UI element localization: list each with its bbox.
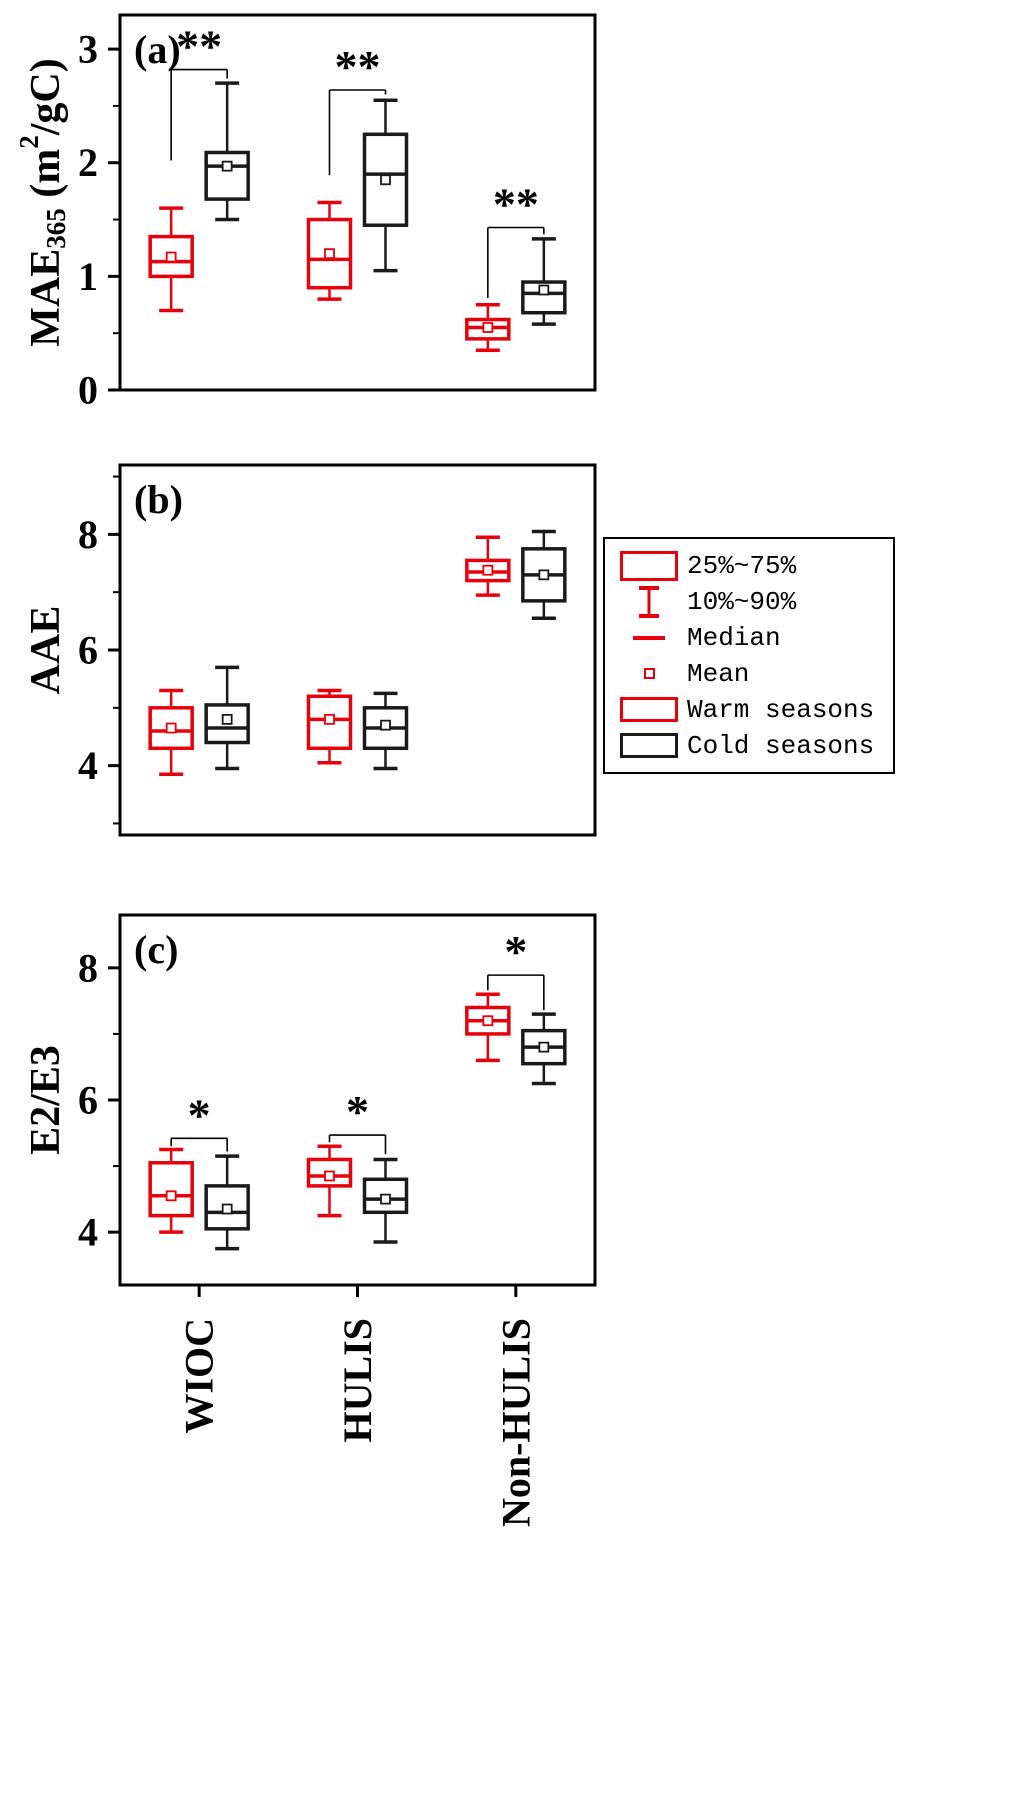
mean-marker [221, 713, 233, 725]
median-line-icon [611, 632, 687, 644]
mean-marker [165, 1190, 177, 1202]
legend-item-cold: Cold seasons [611, 729, 887, 762]
iqr-box [204, 703, 250, 745]
legend-item-median: Median [611, 621, 887, 654]
y-tick-label: 3 [78, 27, 98, 72]
x-category-label: Non-HULIS [493, 1318, 538, 1527]
mean-marker [221, 160, 233, 172]
y-tick-label: 6 [78, 1078, 98, 1123]
median-line-glyph [633, 635, 665, 640]
y-tick-label: 8 [78, 512, 98, 557]
iqr-box [306, 1157, 353, 1188]
y-tick-label: 8 [78, 945, 98, 990]
mean-marker [482, 564, 494, 576]
legend-item-label: Mean [687, 658, 750, 689]
mean-square-swatch [643, 668, 655, 679]
mean-marker [538, 569, 550, 581]
mean-marker [324, 713, 335, 725]
warm-box-icon [611, 697, 687, 722]
iqr-box [148, 1161, 194, 1218]
iqr-box [148, 706, 194, 751]
significance-label: * [188, 1089, 211, 1140]
mean-marker [380, 719, 391, 731]
cold-box-icon [611, 733, 687, 758]
mean-marker [324, 1170, 335, 1182]
mean-marker [380, 1193, 391, 1205]
y-tick-label: 4 [78, 743, 98, 788]
y-tick-label: 2 [78, 140, 98, 185]
legend-item-label: Warm seasons [687, 694, 875, 725]
legend-item-mean: Mean [611, 657, 887, 690]
mean-marker [538, 1041, 550, 1053]
y-tick-label: 6 [78, 628, 98, 673]
mean-marker [380, 174, 391, 186]
y-tick-label: 4 [78, 1210, 98, 1255]
mean-marker [221, 1203, 233, 1215]
legend-item-warm: Warm seasons [611, 693, 887, 726]
legend-item-label: Cold seasons [687, 730, 875, 761]
panel-label: (c) [134, 927, 178, 972]
x-category-label: HULIS [335, 1318, 380, 1443]
panel-frame-(a) [118, 13, 597, 392]
significance-label: ** [493, 179, 539, 230]
mean-marker [482, 1015, 494, 1027]
panel-frame-(b) [118, 463, 597, 837]
y-axis-label: AAE [23, 606, 69, 695]
significance-label: * [504, 926, 527, 977]
y-axis-label: E2/E3 [23, 1045, 69, 1155]
cold-box-swatch [620, 733, 678, 758]
significance-label: ** [335, 41, 381, 92]
mean-marker [165, 722, 177, 734]
mean-marker [324, 248, 335, 260]
legend-item-iqr: 25%~75% [611, 549, 887, 582]
legend-item-whisker: 10%~90% [611, 585, 887, 618]
panel-label: (b) [134, 477, 183, 522]
mean-marker [482, 322, 494, 333]
y-axis-label: MAE365 (m2/gC) [14, 58, 71, 346]
significance-label: ** [176, 21, 222, 72]
y-tick-label: 1 [78, 254, 98, 299]
legend-item-label: 25%~75% [687, 550, 797, 581]
iqr-box-icon [611, 550, 687, 581]
y-tick-label: 0 [78, 368, 98, 413]
iqr-box-swatch [620, 550, 678, 581]
legend-item-label: 10%~90% [687, 586, 797, 617]
warm-box-swatch [620, 697, 678, 722]
mean-marker [165, 251, 177, 263]
iqr-box [204, 150, 250, 201]
error-bar-glyph [639, 585, 659, 618]
legend: 25%~75% 10%~90% Median Mean [603, 537, 895, 774]
legend-item-label: Median [687, 622, 781, 653]
error-bar-icon [611, 584, 687, 620]
mean-square-icon [611, 668, 687, 679]
panel-label: (a) [134, 27, 181, 72]
significance-label: * [346, 1086, 369, 1137]
mean-marker [538, 284, 550, 296]
x-category-label: WIOC [177, 1318, 222, 1434]
